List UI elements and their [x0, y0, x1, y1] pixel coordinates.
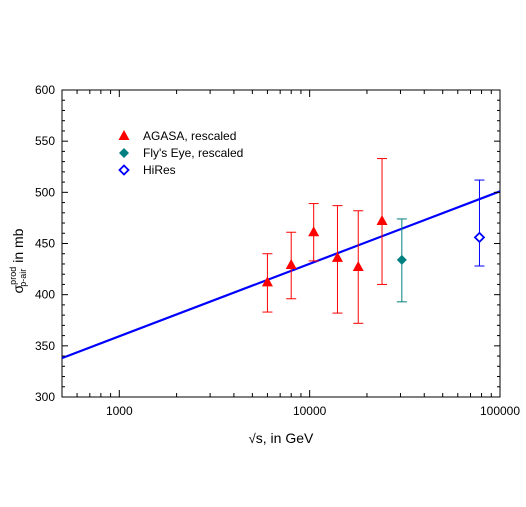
x-tick-label: 100000 [480, 404, 520, 418]
data-point [308, 226, 320, 237]
data-point [285, 258, 297, 269]
legend-marker [118, 164, 130, 176]
plot-frame [61, 89, 501, 398]
data-point [331, 251, 343, 262]
y-axis-label-sup: prod [8, 267, 18, 285]
y-tick-label: 500 [35, 185, 55, 199]
legend-marker [118, 130, 130, 140]
x-axis-label-prefix: √ [249, 431, 257, 446]
data-point [473, 231, 486, 244]
data-point [396, 254, 407, 265]
y-tick-label: 350 [35, 339, 55, 353]
legend-label: AGASA, rescaled [143, 129, 236, 143]
x-axis-label-text: s, in GeV [256, 430, 314, 446]
data-point [261, 276, 273, 287]
y-tick-label: 400 [35, 288, 55, 302]
y-axis-label-sub: p-air [18, 269, 28, 287]
x-axis-label: √s, in GeV [249, 430, 314, 446]
y-axis-label-symbol: σ [10, 284, 26, 293]
x-tick-label: 1000 [106, 404, 133, 418]
data-point [352, 261, 364, 272]
data-point [376, 214, 388, 225]
y-tick-label: 550 [35, 134, 55, 148]
legend: AGASA, rescaled Fly's Eye, rescaled HiRes [118, 129, 243, 177]
x-tick-label: 10000 [293, 404, 327, 418]
fit-line [61, 190, 501, 360]
legend-marker [119, 148, 129, 158]
svg-text:σprodp-airin mb: σprodp-air in mb [8, 228, 28, 293]
y-tick-label: 300 [35, 390, 55, 404]
legend-label: HiRes [143, 163, 176, 177]
y-tick-label: 450 [35, 237, 55, 251]
y-axis-label-suffix: in mb [10, 228, 26, 262]
y-axis-label: σprodp-air in mb [8, 228, 28, 293]
legend-label: Fly's Eye, rescaled [143, 146, 243, 160]
y-tick-label: 600 [35, 83, 55, 97]
